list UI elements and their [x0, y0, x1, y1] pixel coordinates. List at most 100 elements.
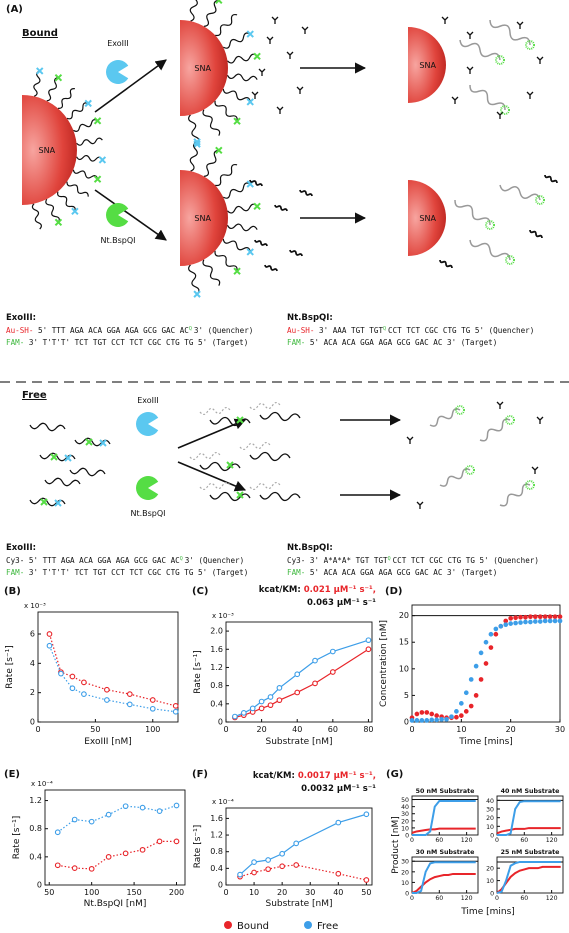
sna-label: SNA: [419, 214, 436, 223]
data-point: [122, 850, 129, 857]
enzyme-label: ExoIII: [107, 39, 129, 48]
x-tick-label: 60: [435, 837, 443, 844]
y-tick-label: 0: [30, 718, 35, 727]
y-multiplier: x 10⁻³: [24, 602, 46, 610]
sna-label: SNA: [194, 64, 211, 73]
strand: [76, 155, 103, 162]
strand: [76, 137, 103, 146]
data-point: [88, 818, 95, 825]
strand: [66, 102, 89, 120]
data-point: [503, 622, 509, 628]
strand: [529, 229, 543, 239]
sequence: CCT TCT CGC CTG TG 5' (Quencher): [388, 326, 534, 335]
data-point: [478, 677, 484, 682]
quencher-superscript: Q: [388, 556, 391, 562]
fragment: [496, 401, 504, 409]
sequence-prefix: FAM-: [6, 568, 24, 577]
data-point: [81, 679, 87, 686]
x-axis-label: ExoIII [nM]: [84, 737, 132, 747]
quencher-mark: [50, 453, 58, 461]
y-axis-label: Rate [s⁻¹]: [5, 645, 15, 689]
quencher-mark: [236, 491, 244, 499]
x-tick-label: 60: [520, 895, 528, 902]
sequence-prefix: FAM-: [287, 338, 305, 347]
quencher-mark: [40, 498, 48, 506]
y-tick-label: 20: [401, 818, 409, 825]
strand: [203, 149, 219, 177]
y-tick-label: 10: [401, 880, 409, 887]
x-tick-label: 0: [223, 888, 228, 897]
fragment: [301, 26, 309, 34]
strand: [214, 14, 238, 37]
fragment: [451, 96, 459, 104]
y-tick-label: 10: [399, 664, 409, 673]
data-point: [69, 685, 76, 692]
data-point: [488, 631, 494, 637]
data-point: [498, 623, 504, 629]
data-point: [518, 614, 523, 620]
x-tick-label: 20: [257, 725, 267, 734]
y-tick-label: 30: [486, 807, 494, 814]
annotation: kcat/KM: 0.0017 µM⁻¹ s⁻¹,: [253, 771, 376, 781]
data-point: [329, 648, 336, 655]
sequence-line: FAM- 3' T'T'T' TCT TGT CCT TCT CGC CTG T…: [6, 568, 248, 577]
plot-frame: [225, 807, 373, 886]
strand: [33, 70, 41, 97]
data-point: [329, 669, 336, 675]
data-point: [542, 618, 548, 624]
strand: [479, 418, 511, 442]
quencher-mark: [226, 461, 234, 469]
series-line: [57, 840, 177, 870]
enzyme-label: ExoIII: [137, 396, 159, 405]
fluorophore: [505, 415, 515, 425]
strand: [469, 239, 511, 261]
data-point: [493, 631, 499, 637]
sequence-prefix: Cy3-: [287, 556, 305, 565]
fragment: [286, 51, 294, 59]
series-line: [48, 645, 176, 713]
y-tick-label: 0.4: [29, 852, 42, 861]
data-point: [488, 645, 494, 650]
quencher-mark: [236, 416, 244, 424]
strand: [249, 481, 281, 491]
data-point: [276, 697, 283, 704]
data-point: [251, 869, 257, 876]
strand: [203, 0, 219, 27]
data-point: [46, 631, 53, 637]
plot-frame: [411, 856, 479, 894]
x-tick-label: 20: [506, 725, 516, 734]
x-tick-label: 50: [90, 725, 100, 734]
data-point: [552, 614, 558, 620]
x-tick-label: 10: [249, 888, 259, 897]
sequence: 5' ACA ACA GGA AGA GCG GAC AC 3' (Target…: [305, 568, 497, 577]
series-line: [239, 813, 367, 876]
y-tick-label: 2: [30, 688, 35, 697]
strand: [209, 491, 251, 502]
series-line: [239, 864, 367, 881]
legend-marker: [304, 921, 312, 929]
fragment: [251, 91, 259, 99]
quencher-mark: [54, 499, 62, 507]
x-tick-label: 40: [292, 725, 302, 734]
strand: [202, 109, 221, 136]
legend-label: Bound: [237, 921, 269, 932]
data-point: [537, 619, 543, 624]
strand: [72, 169, 99, 180]
strand: [69, 467, 106, 477]
y-tick-label: 0.8: [210, 847, 223, 856]
x-tick-label: 50: [361, 888, 371, 897]
y-axis-label: Concentration [nM]: [379, 620, 389, 707]
strand: [249, 179, 263, 187]
strand: [227, 53, 258, 64]
data-point: [279, 850, 286, 857]
data-point: [276, 685, 283, 691]
strand: [489, 19, 531, 46]
strand: [439, 259, 453, 269]
data-point: [365, 637, 372, 644]
strand: [249, 401, 281, 411]
plot-frame: [411, 604, 561, 723]
x-tick-label: 150: [126, 888, 141, 897]
sequence-heading: Nt.BspQI:: [287, 313, 333, 323]
data-point: [449, 714, 454, 720]
quencher-superscript: Q: [189, 326, 192, 332]
